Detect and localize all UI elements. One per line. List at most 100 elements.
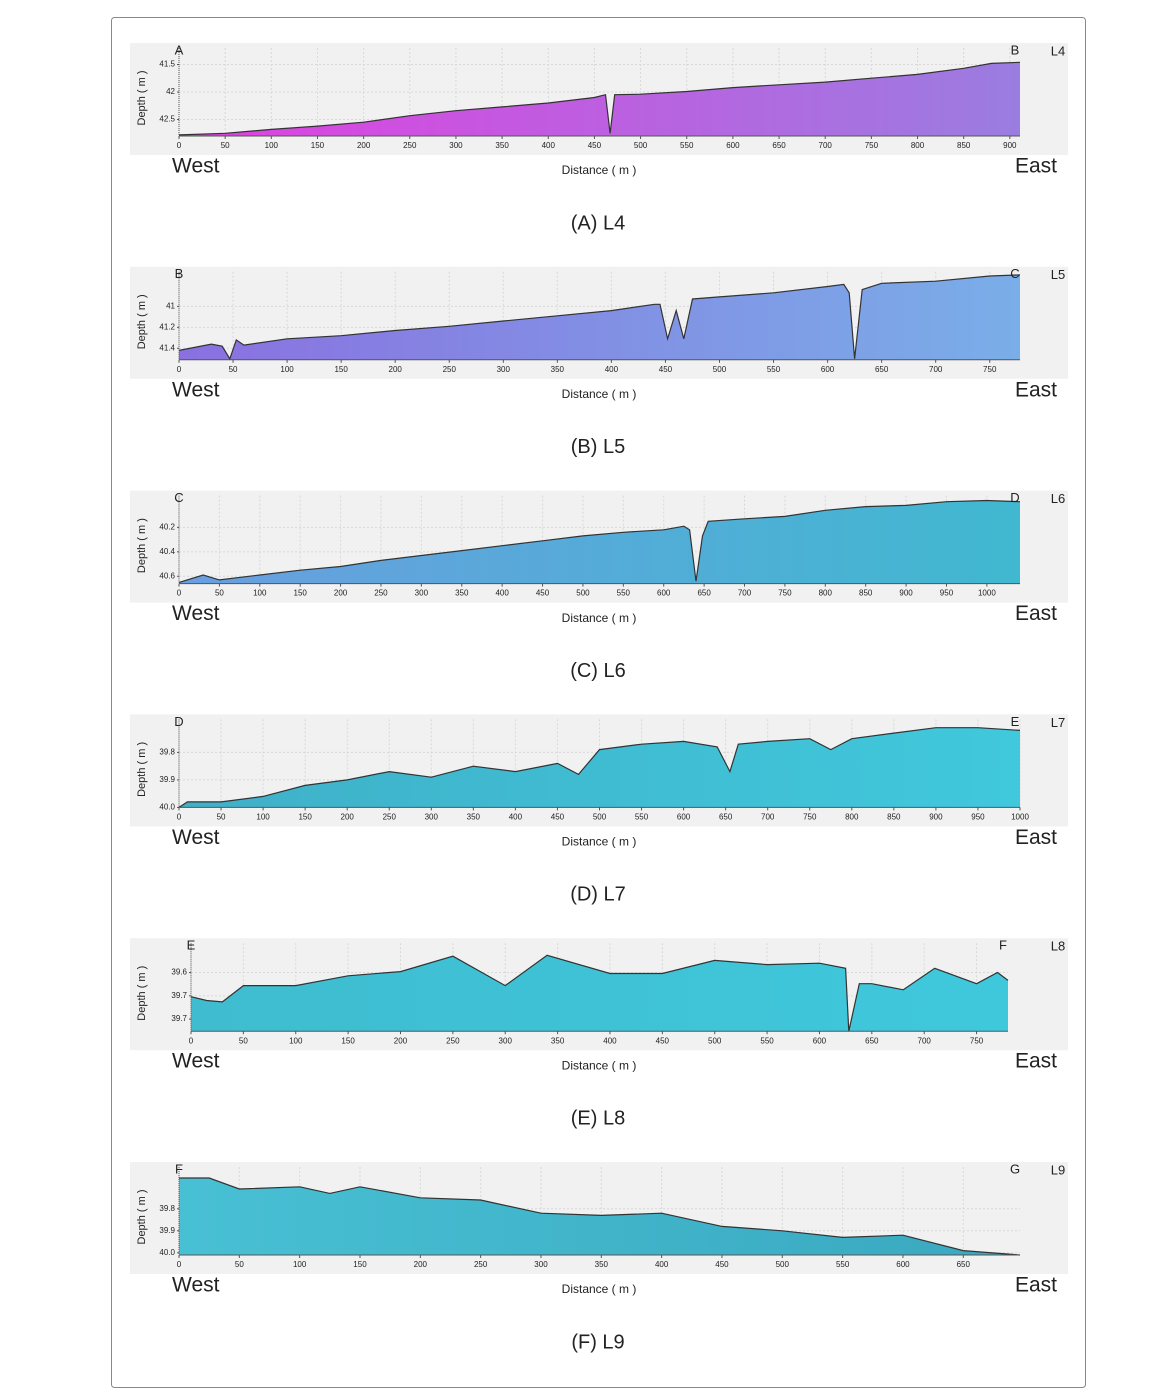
line-label: L9 xyxy=(1051,1162,1065,1177)
x-tick-label: 100 xyxy=(280,365,294,374)
profile-line xyxy=(178,727,1021,808)
x-tick-label: 400 xyxy=(655,1260,669,1269)
x-axis-label: Distance ( m ) xyxy=(562,1282,637,1296)
x-tick-label: 700 xyxy=(819,141,833,150)
y-tick-label: 41.4 xyxy=(159,343,175,352)
x-tick-label: 400 xyxy=(495,589,509,598)
x-tick-label: 200 xyxy=(394,1036,408,1045)
x-tick-label: 550 xyxy=(767,365,781,374)
caption: (B) L5 xyxy=(571,436,625,458)
end-label: E xyxy=(1011,714,1020,729)
caption: (D) L7 xyxy=(570,884,626,906)
start-label: A xyxy=(175,42,184,57)
y-tick-label: 39.6 xyxy=(171,968,187,977)
line-label: L6 xyxy=(1051,491,1065,506)
end-label: G xyxy=(1010,1161,1020,1176)
x-tick-label: 700 xyxy=(918,1036,932,1045)
x-tick-label: 900 xyxy=(1003,141,1017,150)
y-axis-label: Depth ( m ) xyxy=(136,742,148,797)
x-tick-label: 700 xyxy=(929,365,943,374)
x-tick-label: 0 xyxy=(177,589,182,598)
x-tick-label: 200 xyxy=(389,365,403,374)
x-tick-label: 550 xyxy=(680,141,694,150)
y-tick-label: 39.7 xyxy=(171,991,187,1000)
y-tick-label: 39.8 xyxy=(159,748,175,757)
profile-line xyxy=(178,499,1021,583)
x-tick-label: 850 xyxy=(859,589,873,598)
west-label: West xyxy=(172,378,220,401)
x-tick-label: 200 xyxy=(341,813,355,822)
x-tick-label: 50 xyxy=(217,813,226,822)
x-tick-label: 600 xyxy=(726,141,740,150)
x-tick-label: 450 xyxy=(551,813,565,822)
east-label: East xyxy=(1015,1274,1057,1297)
west-label: West xyxy=(172,155,220,178)
x-tick-label: 250 xyxy=(446,1036,460,1045)
x-tick-label: 500 xyxy=(713,365,727,374)
start-label: B xyxy=(175,266,184,281)
caption: (F) L9 xyxy=(571,1331,624,1353)
x-tick-label: 800 xyxy=(845,813,859,822)
x-tick-label: 550 xyxy=(635,813,649,822)
x-tick-label: 150 xyxy=(298,813,312,822)
x-tick-label: 900 xyxy=(899,589,913,598)
profile-line xyxy=(178,61,1021,136)
x-tick-label: 950 xyxy=(971,813,985,822)
x-tick-label: 750 xyxy=(803,813,817,822)
x-tick-label: 50 xyxy=(221,141,230,150)
line-label: L7 xyxy=(1051,715,1065,730)
x-tick-label: 350 xyxy=(467,813,481,822)
start-label: F xyxy=(175,1161,183,1176)
x-tick-label: 150 xyxy=(341,1036,355,1045)
x-tick-label: 350 xyxy=(495,141,509,150)
y-tick-label: 42.5 xyxy=(159,115,175,124)
end-label: F xyxy=(999,938,1007,953)
start-label: D xyxy=(174,714,183,729)
end-label: C xyxy=(1010,266,1019,281)
east-label: East xyxy=(1015,826,1057,849)
x-tick-label: 850 xyxy=(887,813,901,822)
profile-line xyxy=(179,1177,1021,1256)
x-tick-label: 450 xyxy=(588,141,602,150)
y-tick-label: 42 xyxy=(166,87,175,96)
x-tick-label: 400 xyxy=(603,1036,617,1045)
x-tick-label: 250 xyxy=(474,1260,488,1269)
y-tick-label: 40.0 xyxy=(159,1248,175,1257)
profile-area xyxy=(179,500,1020,584)
x-tick-label: 600 xyxy=(813,1036,827,1045)
x-tick-label: 350 xyxy=(595,1260,609,1269)
x-tick-label: 450 xyxy=(659,365,673,374)
x-tick-label: 100 xyxy=(289,1036,303,1045)
profile-area xyxy=(179,1178,1020,1255)
x-tick-label: 300 xyxy=(497,365,511,374)
x-tick-label: 50 xyxy=(239,1036,248,1045)
x-tick-label: 100 xyxy=(256,813,270,822)
x-axis-label: Distance ( m ) xyxy=(562,387,637,401)
x-axis-label: Distance ( m ) xyxy=(562,611,637,625)
x-tick-label: 700 xyxy=(738,589,752,598)
y-tick-label: 40.2 xyxy=(159,522,175,531)
y-tick-label: 39.9 xyxy=(159,1226,175,1235)
x-tick-label: 650 xyxy=(865,1036,879,1045)
y-tick-label: 39.9 xyxy=(159,775,175,784)
x-tick-label: 100 xyxy=(293,1260,307,1269)
x-tick-label: 450 xyxy=(715,1260,729,1269)
x-tick-label: 550 xyxy=(836,1260,850,1269)
x-tick-label: 300 xyxy=(415,589,429,598)
x-tick-label: 350 xyxy=(551,365,565,374)
x-tick-label: 250 xyxy=(383,813,397,822)
x-tick-label: 850 xyxy=(957,141,971,150)
x-tick-label: 200 xyxy=(334,589,348,598)
x-tick-label: 500 xyxy=(776,1260,790,1269)
y-tick-label: 41 xyxy=(166,301,175,310)
x-tick-label: 300 xyxy=(449,141,463,150)
x-tick-label: 50 xyxy=(229,365,238,374)
x-tick-label: 550 xyxy=(617,589,631,598)
x-tick-label: 800 xyxy=(911,141,925,150)
x-tick-label: 0 xyxy=(177,365,182,374)
x-tick-label: 0 xyxy=(189,1036,194,1045)
profile-area xyxy=(191,955,1008,1032)
x-tick-label: 550 xyxy=(760,1036,774,1045)
x-tick-label: 350 xyxy=(551,1036,565,1045)
